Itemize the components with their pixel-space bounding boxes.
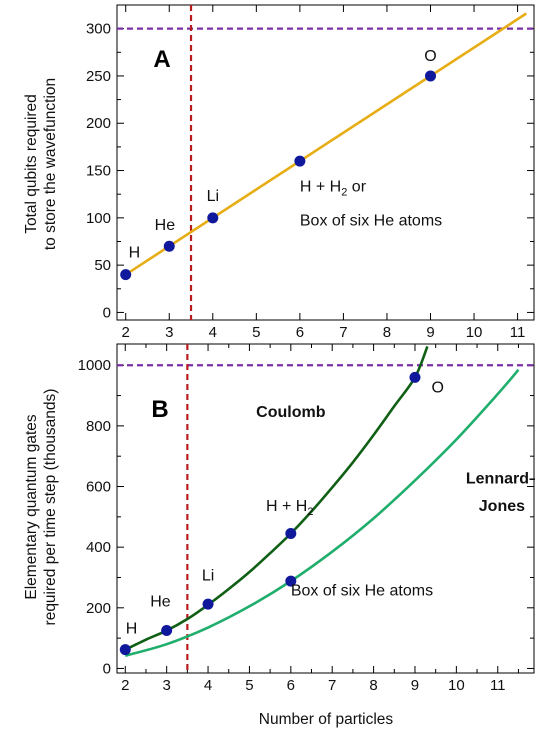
x-tick-label: 4	[209, 324, 217, 341]
x-tick-label: 6	[287, 677, 295, 694]
annotation-text: O	[432, 380, 444, 397]
point-annotation: He	[155, 217, 176, 234]
x-tick-label: 9	[426, 324, 434, 341]
data-point	[425, 70, 436, 82]
y-tick-label: 0	[103, 660, 111, 677]
data-point	[120, 269, 132, 281]
y-axis-label-line: Total qubits required	[23, 94, 40, 234]
point-annotation: Li	[207, 188, 219, 205]
plot-frame	[116, 343, 535, 674]
y-tick-label: 50	[94, 257, 111, 274]
y-axis-label: Total qubits required to store the wavefu…	[23, 78, 59, 250]
panel-label: B	[151, 396, 168, 423]
annotation-subscript: 2	[341, 186, 347, 198]
y-tick-label: 400	[86, 539, 111, 556]
x-tick-label: 8	[383, 324, 391, 341]
data-point	[163, 240, 175, 252]
x-tick-label: 7	[328, 677, 336, 694]
x-tick-label: 10	[466, 324, 483, 341]
point-annotation: H	[129, 245, 141, 262]
plot-frame	[116, 4, 535, 321]
point-annotation: Li	[202, 568, 214, 585]
point-annotation: O	[432, 380, 444, 397]
point-annotation: H + H2 or	[300, 178, 367, 198]
point-annotation: O	[424, 48, 436, 65]
y-tick-label: 200	[86, 600, 111, 617]
x-tick-label: 9	[411, 677, 419, 694]
x-tick-label: 11	[490, 677, 506, 694]
annotation-text: Box of six He atoms	[291, 583, 433, 600]
point-annotation: H + H2	[266, 498, 313, 518]
data-point	[119, 644, 131, 656]
annotation-subscript: 2	[307, 506, 313, 518]
plot-area	[117, 344, 535, 673]
data-point	[285, 528, 297, 540]
x-tick-label: 3	[165, 324, 173, 341]
series-line-0	[124, 12, 528, 276]
annotation-text: H	[126, 621, 138, 638]
x-tick-label: 6	[296, 324, 304, 341]
annotation-suffix: or	[347, 178, 366, 195]
x-tick-label: 10	[448, 677, 465, 694]
x-tick-label: 4	[204, 677, 212, 694]
x-tick-label: 3	[162, 677, 170, 694]
curve-label: Lennard–	[466, 470, 535, 487]
point-annotation: He	[150, 593, 171, 610]
annotation-text: Li	[207, 188, 219, 205]
x-tick-label: 2	[121, 677, 129, 694]
y-tick-label: 100	[86, 210, 111, 227]
y-tick-label: 800	[86, 418, 111, 435]
panel-b-chart: 2 3 4 5 6 7 8 9 10 11 0 200 400 600 800 1000 Elementary …	[23, 343, 535, 728]
data-point	[161, 625, 173, 637]
annotation-text: Li	[202, 568, 214, 585]
annotation-text: He	[155, 217, 176, 234]
y-tick-label: 1000	[78, 357, 111, 374]
x-tick-label: 11	[510, 324, 526, 341]
data-point	[207, 212, 219, 224]
y-tick-label: 150	[86, 163, 111, 180]
y-tick-label: 250	[86, 68, 111, 85]
y-tick-label: 300	[86, 21, 111, 38]
data-point	[285, 575, 297, 587]
x-tick-label: 7	[339, 324, 347, 341]
data-point	[294, 155, 306, 167]
annotation-text: H + H	[266, 498, 307, 515]
annotation-text: O	[424, 48, 436, 65]
data-point	[202, 598, 214, 610]
y-axis-label-line: to store the wavefunction	[42, 78, 59, 250]
x-axis-label: Number of particles	[259, 711, 394, 728]
y-tick-label: 200	[86, 115, 111, 132]
point-annotation: H	[126, 621, 138, 638]
point-annotation: Box of six He atoms	[291, 583, 433, 600]
y-tick-label: 0	[103, 304, 111, 321]
data-point	[409, 371, 421, 383]
series-line-coulomb	[124, 345, 429, 651]
x-tick-label: 2	[122, 324, 130, 341]
y-axis-label: Elementary quantum gates required per tim…	[23, 389, 59, 626]
plot-area	[117, 5, 535, 320]
x-tick-label: 5	[252, 324, 260, 341]
y-tick-label: 600	[86, 479, 111, 496]
x-tick-label: 5	[245, 677, 253, 694]
y-axis-label-line: required per time step (thousands)	[42, 389, 59, 626]
curve-label: Coulomb	[256, 404, 326, 421]
series-line-lennard-jones	[124, 368, 520, 657]
annotation-text: He	[150, 593, 171, 610]
annotation-text: H	[129, 245, 141, 262]
annotation-text: Box of six He atoms	[300, 212, 442, 229]
curve-label: Jones	[479, 498, 525, 515]
annotation-text: H + H	[300, 178, 341, 195]
panel-label: A	[153, 46, 170, 73]
y-axis-label-line: Elementary quantum gates	[23, 414, 40, 599]
x-tick-label: 8	[369, 677, 377, 694]
point-annotation: Box of six He atoms	[300, 212, 442, 229]
panel-a-chart: 2 3 4 5 6 7 8 9 10 11 0 50 100 150 200 250 300 Total qubi…	[23, 4, 535, 341]
